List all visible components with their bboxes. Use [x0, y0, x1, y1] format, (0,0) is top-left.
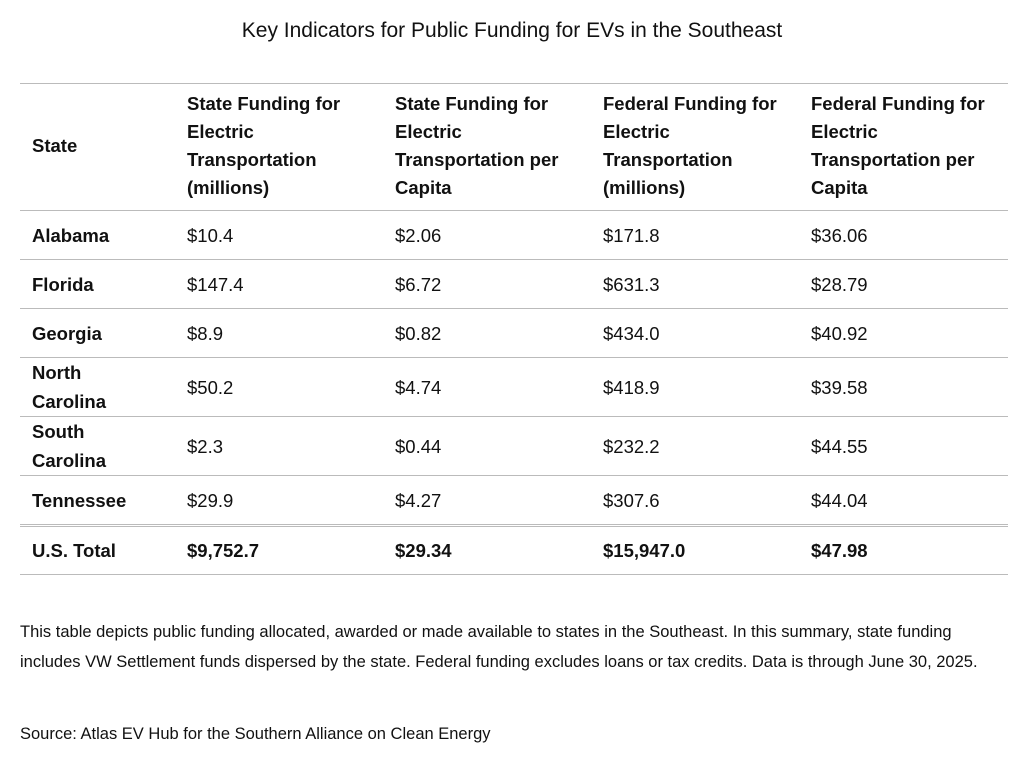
total-cell: $29.34	[383, 524, 591, 575]
cell: $44.55	[799, 416, 1008, 476]
table-row: North Carolina $50.2 $4.74 $418.9 $39.58	[20, 357, 1008, 417]
header-row: State State Funding for Electric Transpor…	[20, 83, 1008, 211]
cell: $418.9	[591, 357, 799, 417]
header-text: State Funding for Electric Transportatio…	[187, 93, 341, 198]
table-row: South Carolina $2.3 $0.44 $232.2 $44.55	[20, 416, 1008, 476]
cell: $147.4	[175, 259, 383, 309]
cell: $307.6	[591, 475, 799, 526]
column-header: Federal Funding for Electric Transportat…	[799, 83, 1008, 211]
column-header: State	[20, 83, 175, 211]
cell: $29.9	[175, 475, 383, 526]
state-name: Tennessee	[20, 475, 175, 526]
cell: $0.82	[383, 308, 591, 358]
table-row: Alabama $10.4 $2.06 $171.8 $36.06	[20, 210, 1008, 260]
column-header: State Funding for Electric Transportatio…	[383, 83, 591, 211]
cell: $44.04	[799, 475, 1008, 526]
column-header: State Funding for Electric Transportatio…	[175, 83, 383, 211]
title: Key Indicators for Public Funding for EV…	[241, 19, 783, 42]
cell: $28.79	[799, 259, 1008, 309]
cell: $434.0	[591, 308, 799, 358]
header-text: State Funding for Electric Transportatio…	[395, 93, 559, 198]
header-text: Federal Funding for Electric Transportat…	[811, 93, 985, 198]
cell: $232.2	[591, 416, 799, 476]
cell: $4.27	[383, 475, 591, 526]
total-cell: U.S. Total	[20, 524, 175, 575]
column-header: Federal Funding for Electric Transportat…	[591, 83, 799, 211]
table-row: Florida $147.4 $6.72 $631.3 $28.79	[20, 259, 1008, 309]
cell: $0.44	[383, 416, 591, 476]
header-text: Federal Funding for Electric Transportat…	[603, 93, 777, 198]
source: Source: Atlas EV Hub for the Southern Al…	[20, 725, 491, 743]
table-row: Tennessee $29.9 $4.27 $307.6 $44.04	[20, 475, 1008, 526]
cell: $2.06	[383, 210, 591, 260]
total-cell: $9,752.7	[175, 524, 383, 575]
state-name: Florida	[20, 259, 175, 309]
cell: $171.8	[591, 210, 799, 260]
table: State State Funding for Electric Transpor…	[20, 83, 1008, 575]
state-name: Georgia	[20, 308, 175, 358]
cell: $6.72	[383, 259, 591, 309]
cell: $631.3	[591, 259, 799, 309]
cell: $40.92	[799, 308, 1008, 358]
cell: $2.3	[175, 416, 383, 476]
table-body: Alabama $10.4 $2.06 $171.8 $36.06 Florida $147…	[20, 210, 1008, 575]
cell: $4.74	[383, 357, 591, 417]
cell: $10.4	[175, 210, 383, 260]
cell: $8.9	[175, 308, 383, 358]
header-text: State	[32, 135, 78, 156]
state-name: South Carolina	[20, 416, 175, 476]
total-cell: $15,947.0	[591, 524, 799, 575]
state-name: North Carolina	[20, 357, 175, 417]
total-row: U.S. Total $9,752.7 $29.34 $15,947.0 $47.98	[20, 524, 1008, 575]
state-name: Alabama	[20, 210, 175, 260]
table-row: Georgia $8.9 $0.82 $434.0 $40.92	[20, 308, 1008, 358]
cell: $50.2	[175, 357, 383, 417]
cell: $39.58	[799, 357, 1008, 417]
total-cell: $47.98	[799, 524, 1008, 575]
note: This table depicts public funding alloca…	[20, 623, 978, 671]
cell: $36.06	[799, 210, 1008, 260]
